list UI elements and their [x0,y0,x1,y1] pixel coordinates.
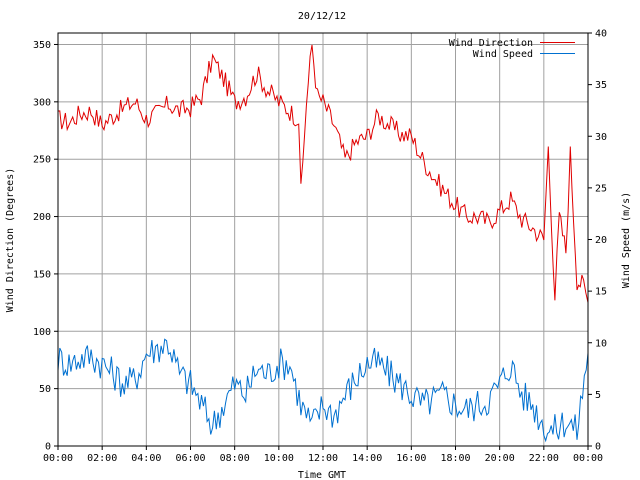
x-tick-label: 00:00 [573,453,603,464]
wind-speed-legend-label: Wind Speed [473,49,533,60]
y-left-tick-label: 200 [33,212,51,223]
x-tick-label: 22:00 [529,453,559,464]
y-right-tick-label: 20 [595,235,607,246]
x-axis-label: Time GMT [298,470,346,480]
y-left-tick-label: 150 [33,269,51,280]
y-left-tick-label: 250 [33,155,51,166]
plot-frame [57,32,589,447]
x-tick-label: 02:00 [87,453,117,464]
x-tick-label: 08:00 [220,453,250,464]
y-axis-left: 0 50 100 150 200 250 300 350 [33,40,58,453]
chart-title: 20/12/12 [298,11,346,22]
y-right-tick-label: 15 [595,287,607,298]
y-axis-right-label: Wind Speed (m/s) [621,192,632,288]
y-right-tick-label: 40 [595,29,607,40]
y-left-tick-label: 350 [33,40,51,51]
y-right-tick-label: 10 [595,338,607,349]
x-tick-label: 10:00 [264,453,294,464]
y-right-tick-label: 25 [595,183,607,194]
y-axis-left-label: Wind Direction (Degrees) [5,168,16,313]
wind-direction-legend-label: Wind Direction [449,38,533,49]
x-tick-label: 20:00 [485,453,515,464]
x-tick-label: 06:00 [175,453,205,464]
y-left-tick-label: 100 [33,327,51,338]
x-axis: 00:00 02:00 04:00 06:00 08:00 10:00 12:00 14:00… [43,446,603,464]
y-right-tick-label: 0 [595,442,601,453]
x-tick-label: 14:00 [352,453,382,464]
x-tick-label: 18:00 [440,453,470,464]
x-tick-label: 04:00 [131,453,161,464]
y-axis-right: 0 5 10 15 20 25 30 35 40 [588,29,607,453]
y-left-tick-label: 0 [45,442,51,453]
x-tick-label: 00:00 [43,453,73,464]
x-tick-label: 12:00 [308,453,338,464]
wind-speed-line [57,338,589,443]
wind-direction-line [57,44,589,303]
series-group [57,44,589,443]
y-left-tick-label: 300 [33,97,51,108]
y-left-tick-label: 50 [39,384,51,395]
y-right-tick-label: 5 [595,390,601,401]
y-right-tick-label: 30 [595,132,607,143]
y-right-tick-label: 35 [595,80,607,91]
x-tick-label: 16:00 [396,453,426,464]
